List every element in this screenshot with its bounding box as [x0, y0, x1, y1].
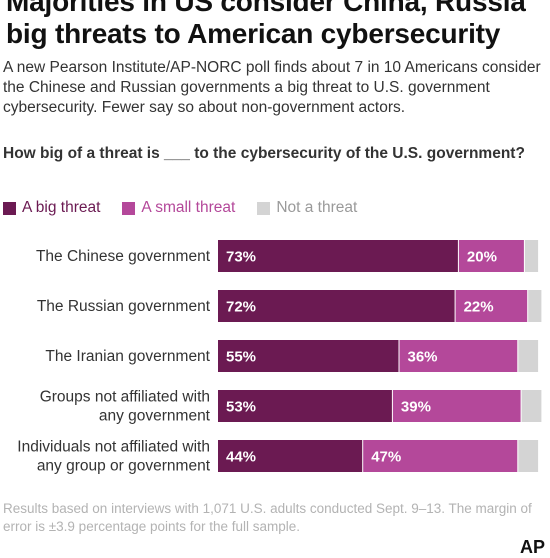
category-label-line: any group or government: [37, 458, 211, 475]
bar-segment-not-a-threat: [521, 390, 542, 422]
category-label: The Russian government: [37, 298, 211, 315]
bar-segment-a-small-threat: [458, 240, 524, 272]
survey-question: How big of a threat is ___ to the cybers…: [3, 145, 525, 162]
bar-segment-a-small-threat: [399, 340, 518, 372]
bar-segment-a-small-threat: [392, 390, 521, 422]
legend-item-small-threat: A small threat: [122, 199, 235, 217]
category-label: Individuals not affiliated with any group…: [17, 439, 210, 475]
bar-segment-a-big-threat: [218, 390, 392, 422]
chart-title: Majorities in US consider China, Russia …: [6, 0, 526, 49]
bar-value-label: 73%: [226, 249, 256, 266]
legend-label-big-threat: A big threat: [22, 199, 101, 216]
chart-legend: A big threat A small threat Not a threat: [3, 198, 379, 218]
category-label: The Iranian government: [45, 348, 210, 365]
bar-value-label: 36%: [408, 349, 438, 366]
bar-segment-a-big-threat: [218, 290, 455, 322]
category-label: The Chinese government: [36, 248, 211, 265]
bar-segment-a-big-threat: [218, 440, 363, 472]
bar-segment-not-a-threat: [528, 290, 542, 322]
category-label-line: The Iranian government: [45, 348, 210, 365]
bar-segment-not-a-threat: [518, 340, 539, 372]
legend-swatch-small-threat: [122, 201, 136, 215]
bar-value-label: 47%: [371, 449, 401, 466]
bar-segment-a-small-threat: [363, 440, 518, 472]
category-label-line: The Russian government: [37, 298, 211, 315]
bar-segment-not-a-threat: [518, 440, 539, 472]
category-label: Groups not affiliated with any government: [40, 389, 211, 425]
bar-segment-a-small-threat: [455, 290, 528, 322]
bar-segment-a-big-threat: [218, 340, 399, 372]
category-label-line: any government: [99, 408, 211, 425]
bar-value-label: 39%: [401, 399, 431, 416]
legend-item-big-threat: A big threat: [3, 199, 100, 217]
bar-value-label: 22%: [464, 299, 494, 316]
bar-value-label: 44%: [226, 449, 256, 466]
bar-value-label: 53%: [226, 399, 256, 416]
bar-value-label: 72%: [226, 299, 256, 316]
legend-item-not-a-threat: Not a threat: [257, 199, 357, 217]
bar-value-label: 55%: [226, 349, 256, 366]
bar-value-label: 20%: [467, 249, 497, 266]
chart-footnote: Results based on interviews with 1,071 U…: [3, 501, 532, 534]
category-label-line: Individuals not affiliated with: [17, 439, 210, 456]
legend-label-small-threat: A small threat: [141, 199, 236, 216]
legend-swatch-big-threat: [3, 201, 16, 215]
chart-subtitle: A new Pearson Institute/AP-NORC poll fin…: [3, 59, 541, 116]
category-label-line: The Chinese government: [36, 248, 211, 265]
bar-segment-not-a-threat: [524, 240, 539, 272]
bar-segment-a-big-threat: [218, 240, 458, 272]
category-label-line: Groups not affiliated with: [40, 389, 210, 406]
legend-swatch-not-a-threat: [257, 201, 271, 215]
stacked-bar-chart: The Chinese government 73% 20% The Russian …: [17, 240, 542, 475]
ap-logo: AP: [520, 537, 546, 557]
legend-label-not-a-threat: Not a threat: [276, 199, 358, 216]
